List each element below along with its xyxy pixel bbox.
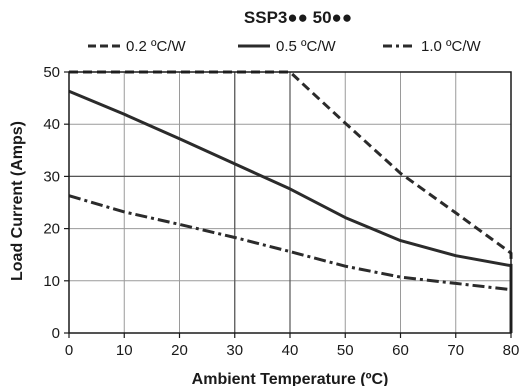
x-tick-label: 20 [171, 342, 188, 359]
x-tick-label: 30 [226, 342, 243, 359]
y-tick-label: 40 [43, 116, 60, 133]
y-axis-label: Load Current (Amps) [9, 121, 26, 281]
grid [69, 72, 511, 333]
x-tick-label: 50 [337, 342, 354, 359]
y-tick-label: 0 [52, 325, 60, 342]
x-tick-labels: 0 10 20 30 40 50 60 70 80 [65, 342, 520, 359]
plot-frame [64, 71, 512, 338]
y-tick-label: 10 [43, 273, 60, 290]
legend-label: 1.0 ºC/W [421, 38, 481, 55]
x-tick-label: 60 [392, 342, 409, 359]
y-tick-label: 20 [43, 221, 60, 238]
legend-label: 0.2 ºC/W [126, 38, 186, 55]
y-tick-labels: 0 10 20 30 40 50 [43, 64, 60, 342]
x-tick-label: 80 [503, 342, 520, 359]
y-tick-label: 50 [43, 64, 60, 81]
x-tick-label: 40 [282, 342, 299, 359]
y-tick-label: 30 [43, 168, 60, 185]
x-tick-label: 70 [447, 342, 464, 359]
x-axis-label: Ambient Temperature (ºC) [192, 371, 389, 386]
x-tick-label: 10 [116, 342, 133, 359]
chart-title: SSP3●● 50●● [244, 8, 352, 27]
x-tick-label: 0 [65, 342, 73, 359]
series-line [68, 89, 513, 333]
series-line [68, 194, 513, 333]
legend: 0.2 ºC/W 0.5 ºC/W 1.0 ºC/W [88, 38, 481, 55]
legend-label: 0.5 ºC/W [276, 38, 336, 55]
